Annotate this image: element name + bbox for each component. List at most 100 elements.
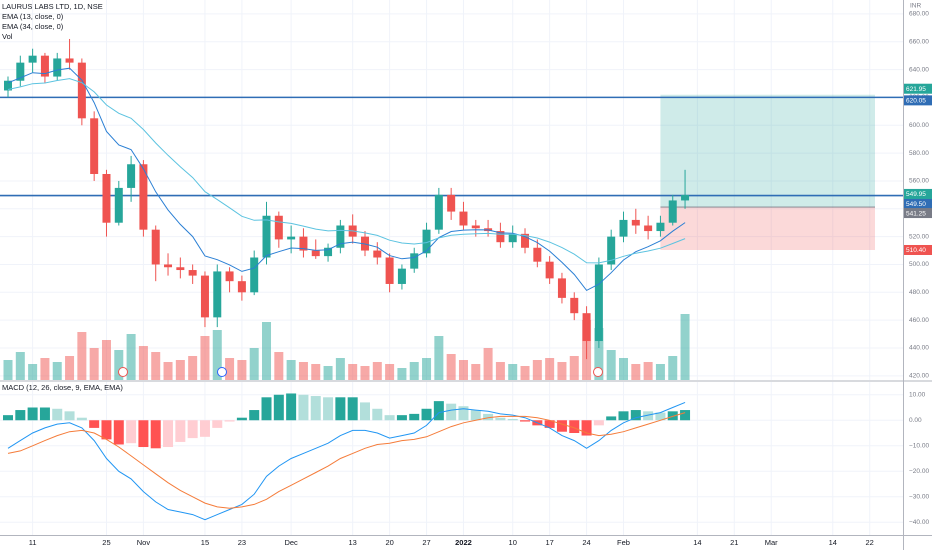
dividend-icon[interactable]: [217, 367, 227, 377]
volume-bar: [101, 340, 111, 380]
macd-histogram-bar: [359, 402, 370, 421]
macd-tick-label: −40.00: [909, 519, 929, 526]
macd-title: MACD (12, 26, close, 9, EMA, EMA): [2, 383, 123, 392]
volume-bar: [114, 350, 124, 380]
candle-body: [262, 215, 271, 258]
macd-histogram-bar: [163, 420, 174, 448]
macd-histogram-bar: [643, 411, 654, 421]
macd-tick-label: 0.00: [909, 417, 922, 424]
volume-bar: [65, 356, 75, 380]
macd-histogram-bar: [27, 407, 38, 421]
macd-histogram-bar: [680, 410, 691, 421]
candle-body: [176, 267, 185, 271]
time-tick-label: 13: [349, 538, 357, 547]
candle-body: [410, 253, 419, 269]
ema-line: [7, 78, 686, 264]
macd-line: [7, 412, 686, 509]
volume-bar: [200, 336, 210, 380]
volume-bar: [409, 362, 419, 380]
candle-body: [557, 278, 566, 298]
profit-zone: [660, 94, 875, 208]
candle-body: [656, 222, 665, 232]
volume-bar: [668, 356, 678, 380]
volume-bar: [3, 360, 13, 380]
macd-histogram-bar: [655, 412, 666, 421]
candle-body: [225, 271, 234, 282]
volume-bar: [446, 354, 456, 380]
macd-histogram-bar: [396, 415, 407, 421]
volume-bar: [188, 356, 198, 380]
candle-body: [274, 215, 283, 240]
volume-bar: [569, 356, 579, 380]
volume-bar: [372, 362, 382, 380]
macd-histogram-bar: [310, 396, 321, 421]
volume-bar: [619, 358, 628, 380]
candle-body: [4, 80, 12, 91]
candle-body: [508, 233, 517, 243]
candle-body: [151, 229, 160, 265]
macd-histogram-bar: [298, 394, 309, 421]
time-tick-label: 20: [385, 538, 393, 547]
macd-histogram-bar: [495, 417, 506, 421]
price-tick-label: 660.00: [909, 38, 929, 45]
time-tick-label: 2022: [455, 538, 472, 547]
candle-body: [250, 257, 259, 293]
price-label: 621.95: [906, 86, 926, 93]
volume-bar: [225, 358, 235, 380]
volume-bar: [323, 366, 333, 380]
volume-bar: [508, 364, 518, 380]
volume-bar: [237, 360, 247, 380]
macd-histogram-bar: [581, 420, 592, 436]
ema-line: [7, 67, 686, 292]
indicator-label: EMA (13, close, 0): [2, 12, 64, 21]
volume-bar: [495, 362, 505, 380]
volume-bar: [274, 352, 284, 380]
time-tick-label: 11: [29, 538, 37, 547]
candle-body: [668, 200, 677, 223]
volume-bar: [28, 364, 38, 380]
candle-body: [200, 275, 209, 318]
earnings-icon[interactable]: [593, 367, 603, 377]
candle-body: [16, 62, 25, 81]
price-tick-label: 440.00: [909, 345, 929, 352]
earnings-icon[interactable]: [118, 367, 128, 377]
macd-histogram-bar: [187, 420, 198, 439]
candle-body: [434, 194, 443, 230]
macd-tick-label: −10.00: [909, 442, 929, 449]
macd-histogram-bar: [470, 410, 481, 421]
price-tick-label: 640.00: [909, 66, 929, 73]
macd-histogram-bar: [384, 415, 395, 421]
macd-histogram-bar: [89, 420, 100, 428]
macd-histogram-bar: [593, 420, 604, 426]
candle-body: [385, 257, 394, 284]
macd-histogram-bar: [569, 420, 580, 433]
time-tick-label: 14: [693, 538, 701, 547]
candle-body: [570, 297, 579, 314]
time-tick-label: Mar: [765, 538, 778, 547]
volume-bar: [520, 366, 530, 380]
event-icons: [118, 367, 603, 377]
volume-bar: [348, 364, 358, 380]
volume-bar: [594, 328, 604, 380]
candle-body: [102, 173, 111, 223]
volume-bar: [680, 314, 690, 380]
price-tick-label: 500.00: [909, 261, 929, 268]
macd-histogram-bar: [606, 416, 617, 421]
volume-bar: [262, 322, 272, 380]
time-tick-label: 14: [829, 538, 837, 547]
price-tick-label: 560.00: [909, 178, 929, 185]
volume-bar: [311, 364, 321, 380]
price-tick-label: 420.00: [909, 373, 929, 380]
macd-histogram-bar: [76, 417, 87, 421]
macd-histogram-bar: [261, 397, 272, 421]
candle-body: [139, 164, 148, 230]
indicator-label: EMA (34, close, 0): [2, 22, 64, 31]
candle-body: [90, 118, 99, 174]
volume-bar: [471, 364, 481, 380]
volume-bar: [286, 360, 296, 380]
volume-bar: [163, 362, 173, 380]
macd-histogram-bar: [544, 420, 555, 428]
time-tick-label: 23: [238, 538, 246, 547]
candle-body: [373, 250, 382, 258]
candle-body: [447, 194, 456, 212]
